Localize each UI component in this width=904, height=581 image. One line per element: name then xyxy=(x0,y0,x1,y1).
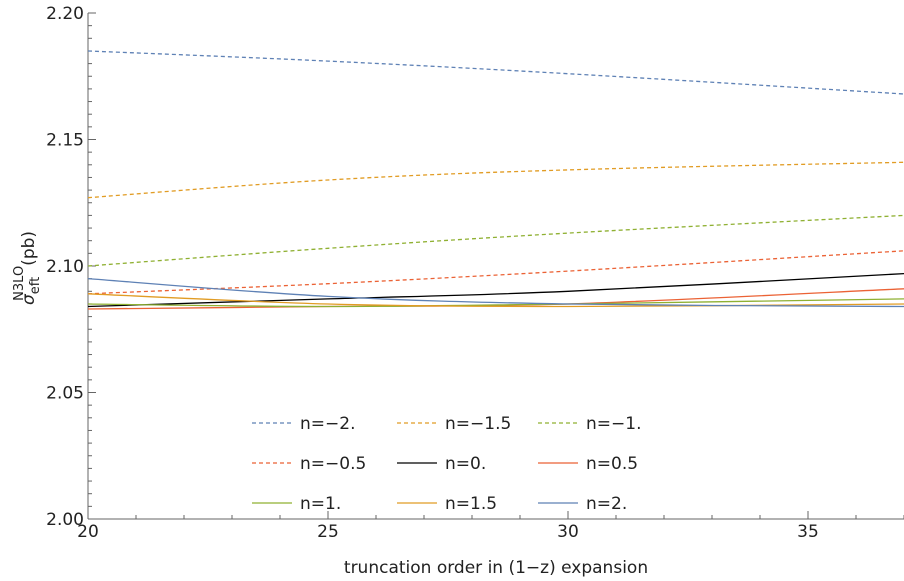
legend-label: n=1. xyxy=(300,494,341,514)
legend-label: n=−2. xyxy=(300,414,355,434)
series-line xyxy=(87,214,904,267)
y-tick-label: 2.00 xyxy=(46,510,84,530)
series-line xyxy=(87,272,904,308)
y-tick-label: 2.05 xyxy=(46,384,84,404)
y-tick-label: 2.10 xyxy=(46,257,84,277)
series-line xyxy=(87,277,904,308)
series-line xyxy=(87,298,904,308)
series-line xyxy=(87,50,904,95)
y-tick-label: 2.20 xyxy=(46,4,84,24)
series-line xyxy=(87,250,904,295)
axes: 20 25 30 35 2.00 2.05 2.10 2.15 2.20 xyxy=(46,4,904,542)
legend-label: n=−1. xyxy=(586,414,641,434)
y-tick-label: 2.15 xyxy=(46,131,84,151)
legend-label: n=−0.5 xyxy=(300,454,366,474)
legend-label: n=0.5 xyxy=(586,454,638,474)
y-axis-title: σeftN3LO(pb) xyxy=(12,231,43,305)
series-layer xyxy=(87,50,904,310)
legend: n=−2. n=−1.5 n=−1. n=−0.5 n=0. n=0.5 n=1. n=1.5… xyxy=(252,414,641,514)
x-tick-label: 35 xyxy=(797,522,819,542)
x-tick-label: 25 xyxy=(317,522,339,542)
x-axis-title: truncation order in (1−z) expansion xyxy=(344,558,648,578)
legend-label: n=1.5 xyxy=(445,494,497,514)
legend-label: n=0. xyxy=(445,454,486,474)
x-tick-label: 20 xyxy=(77,522,99,542)
series-line xyxy=(87,161,904,199)
legend-label: n=−1.5 xyxy=(445,414,511,434)
x-tick-label: 30 xyxy=(557,522,579,542)
legend-label: n=2. xyxy=(586,494,627,514)
